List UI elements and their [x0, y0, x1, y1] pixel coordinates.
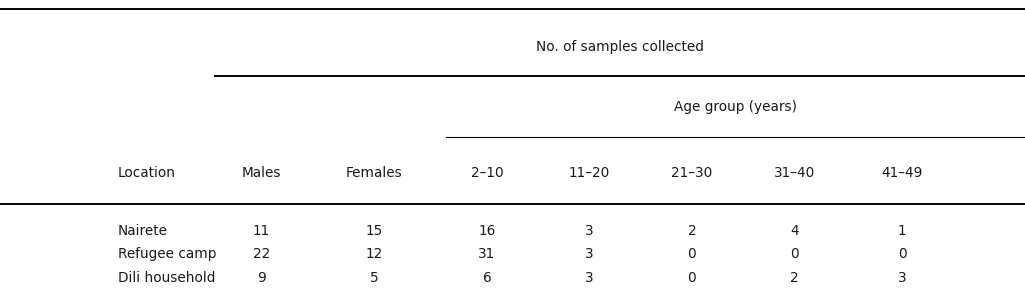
Text: Dili household: Dili household: [118, 271, 215, 285]
Text: Location: Location: [118, 166, 176, 181]
Text: 12: 12: [366, 247, 382, 261]
Text: 6: 6: [483, 271, 491, 285]
Text: 41–49: 41–49: [882, 166, 922, 181]
Text: 15: 15: [366, 224, 382, 238]
Text: Refugee camp: Refugee camp: [118, 247, 216, 261]
Text: 0: 0: [790, 247, 798, 261]
Text: 11–20: 11–20: [569, 166, 610, 181]
Text: 4: 4: [790, 224, 798, 238]
Text: 21–30: 21–30: [671, 166, 712, 181]
Text: 3: 3: [585, 271, 593, 285]
Text: Males: Males: [242, 166, 281, 181]
Text: 16: 16: [479, 224, 495, 238]
Text: 9: 9: [257, 271, 265, 285]
Text: 5: 5: [370, 271, 378, 285]
Text: 3: 3: [585, 224, 593, 238]
Text: 2: 2: [790, 271, 798, 285]
Text: 0: 0: [688, 247, 696, 261]
Text: No. of samples collected: No. of samples collected: [536, 40, 704, 54]
Text: 2–10: 2–10: [470, 166, 503, 181]
Text: 3: 3: [898, 271, 906, 285]
Text: 2: 2: [688, 224, 696, 238]
Text: Age group (years): Age group (years): [674, 100, 797, 114]
Text: 0: 0: [898, 247, 906, 261]
Text: 3: 3: [585, 247, 593, 261]
Text: 22: 22: [253, 247, 270, 261]
Text: Nairete: Nairete: [118, 224, 168, 238]
Text: 31: 31: [479, 247, 495, 261]
Text: Females: Females: [345, 166, 403, 181]
Text: 0: 0: [688, 271, 696, 285]
Text: 11: 11: [253, 224, 270, 238]
Text: 31–40: 31–40: [774, 166, 815, 181]
Text: 1: 1: [898, 224, 906, 238]
